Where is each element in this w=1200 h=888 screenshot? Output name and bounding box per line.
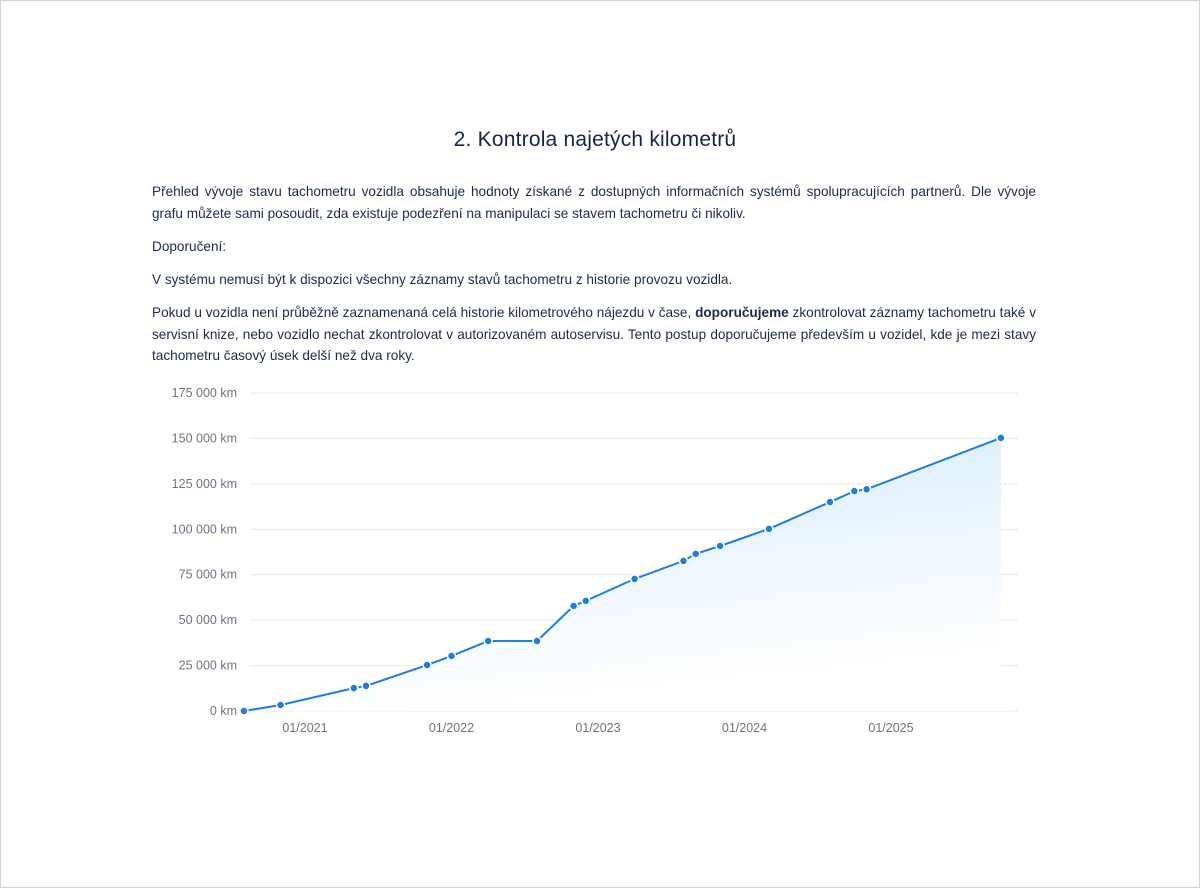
data-points xyxy=(239,433,1006,716)
note-text-start: Pokud u vozidla není průběžně zaznamenan… xyxy=(152,305,696,320)
data-point xyxy=(825,497,835,507)
y-tick-label: 150 000 km xyxy=(172,431,237,445)
mileage-area xyxy=(243,437,1001,711)
y-axis-ticks: 0 km 25 000 km 50 000 km 75 000 km 100 000 k… xyxy=(172,386,237,718)
data-point xyxy=(678,556,689,566)
x-tick-label: 01/2024 xyxy=(722,721,767,735)
data-point xyxy=(361,681,371,691)
y-tick-label: 25 000 km xyxy=(179,659,237,673)
note-emphasis: doporučujeme xyxy=(695,305,789,320)
data-point xyxy=(996,433,1006,443)
recommendation-heading: Doporučení: xyxy=(152,239,227,254)
data-point xyxy=(275,700,286,710)
note-availability: V systému nemusí být k dispozici všechny… xyxy=(152,272,733,287)
note-text-end: zkontrolovat záznamy tachometru také v s… xyxy=(152,305,1036,363)
section-title: 2. Kontrola najetých kilometrů xyxy=(453,128,737,151)
data-point xyxy=(764,524,774,534)
data-point xyxy=(849,486,860,496)
data-point xyxy=(690,549,701,559)
data-point xyxy=(532,636,542,646)
y-tick-label: 50 000 km xyxy=(179,613,237,627)
x-tick-label: 01/2021 xyxy=(282,721,327,735)
y-tick-label: 175 000 km xyxy=(172,386,237,400)
data-point xyxy=(715,541,725,551)
y-tick-label: 100 000 km xyxy=(172,522,237,536)
data-point xyxy=(446,651,457,661)
y-tick-label: 0 km xyxy=(210,704,237,718)
x-axis-ticks: 01/2021 01/2022 01/2023 01/2024 01/2025 xyxy=(282,721,913,735)
data-point xyxy=(483,636,493,646)
x-tick-label: 01/2023 xyxy=(575,721,620,735)
data-point xyxy=(568,601,579,611)
x-tick-label: 01/2025 xyxy=(868,721,913,735)
x-tick-label: 01/2022 xyxy=(429,721,474,735)
data-point xyxy=(861,484,872,495)
data-point xyxy=(239,706,249,716)
data-point xyxy=(581,596,591,606)
data-point xyxy=(629,574,640,584)
y-tick-label: 75 000 km xyxy=(179,568,237,582)
data-point xyxy=(422,660,432,670)
data-point xyxy=(349,683,359,693)
y-tick-label: 125 000 km xyxy=(172,477,237,491)
note-recommendation: Pokud u vozidla není průběžně zaznamenan… xyxy=(152,302,1036,367)
intro-paragraph: Přehled vývoje stavu tachometru vozidla … xyxy=(152,184,1036,221)
